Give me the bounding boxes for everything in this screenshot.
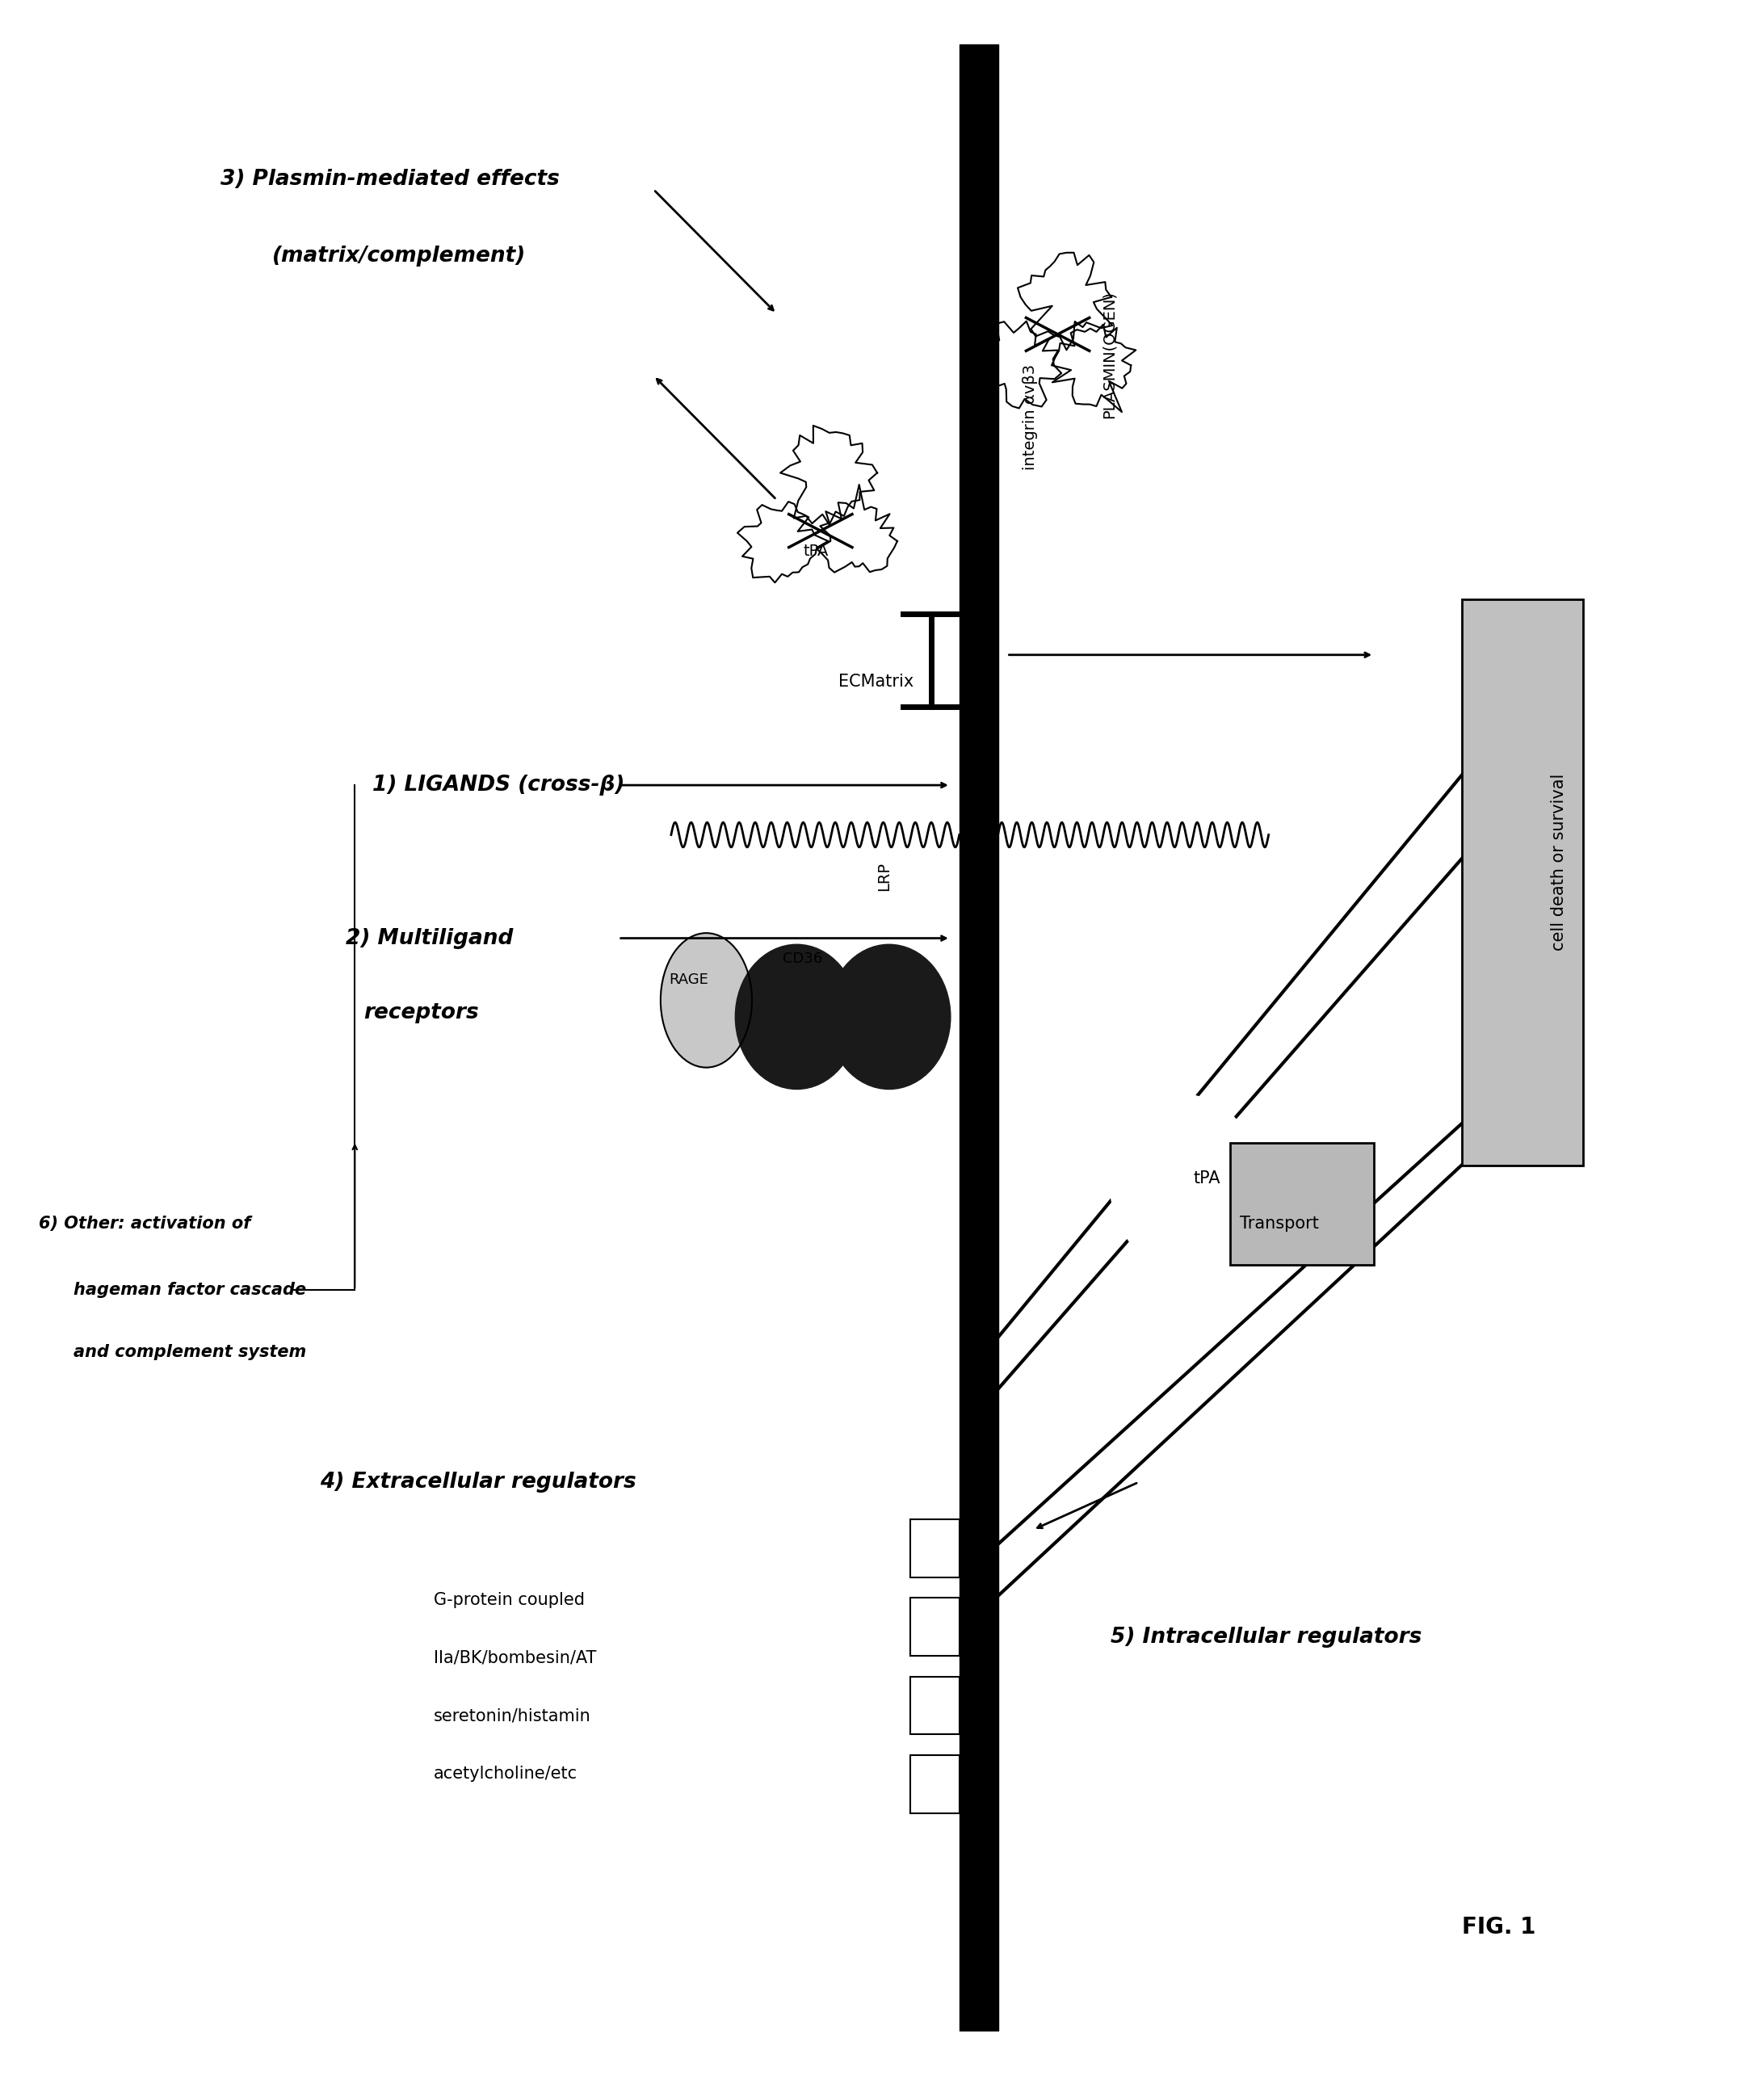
Polygon shape	[817, 486, 898, 573]
Text: 1) LIGANDS (cross-β): 1) LIGANDS (cross-β)	[372, 774, 624, 795]
Text: 2) Multiligand: 2) Multiligand	[346, 928, 513, 948]
Bar	[910, 1519, 960, 1577]
Text: (matrix/complement): (matrix/complement)	[272, 245, 526, 266]
Ellipse shape	[660, 934, 751, 1067]
Text: Transport: Transport	[1240, 1216, 1319, 1233]
Circle shape	[827, 944, 951, 1089]
Text: LRP: LRP	[877, 861, 893, 890]
Text: RAGE: RAGE	[669, 973, 709, 988]
Bar	[910, 1755, 960, 1814]
Text: 3) Plasmin-mediated effects: 3) Plasmin-mediated effects	[220, 168, 559, 189]
Text: G-protein coupled: G-protein coupled	[434, 1592, 586, 1608]
Text: acetylcholine/etc: acetylcholine/etc	[434, 1766, 579, 1782]
Text: ECMatrix: ECMatrix	[838, 674, 914, 689]
Text: and complement system: and complement system	[74, 1345, 307, 1359]
Circle shape	[1111, 1096, 1258, 1270]
Text: FIG. 1: FIG. 1	[1462, 1915, 1536, 1938]
Text: CD36: CD36	[783, 952, 822, 967]
Polygon shape	[1018, 253, 1113, 351]
Text: receptors: receptors	[363, 1002, 478, 1023]
Text: integrin αvβ3: integrin αvβ3	[1023, 363, 1037, 469]
Text: tPA: tPA	[1194, 1170, 1221, 1187]
Text: 6) Other: activation of: 6) Other: activation of	[39, 1216, 250, 1233]
Text: 4) Extracellular regulators: 4) Extracellular regulators	[319, 1471, 637, 1492]
Text: PLASMIN(OGEN): PLASMIN(OGEN)	[1102, 290, 1117, 419]
Text: tPA: tPA	[803, 544, 829, 558]
FancyBboxPatch shape	[1230, 1143, 1374, 1266]
Polygon shape	[780, 425, 877, 525]
Polygon shape	[983, 322, 1062, 409]
Bar	[910, 1598, 960, 1656]
FancyBboxPatch shape	[1462, 600, 1582, 1166]
Text: hageman factor cascade: hageman factor cascade	[74, 1282, 307, 1297]
Text: 5) Intracellular regulators: 5) Intracellular regulators	[1111, 1627, 1422, 1648]
Text: IIa/BK/bombesin/AT: IIa/BK/bombesin/AT	[434, 1650, 596, 1666]
Polygon shape	[737, 502, 827, 583]
Bar	[910, 1677, 960, 1735]
Circle shape	[736, 944, 859, 1089]
Text: seretonin/histamin: seretonin/histamin	[434, 1708, 591, 1724]
Text: cell death or survival: cell death or survival	[1551, 774, 1566, 950]
Polygon shape	[1051, 324, 1136, 413]
